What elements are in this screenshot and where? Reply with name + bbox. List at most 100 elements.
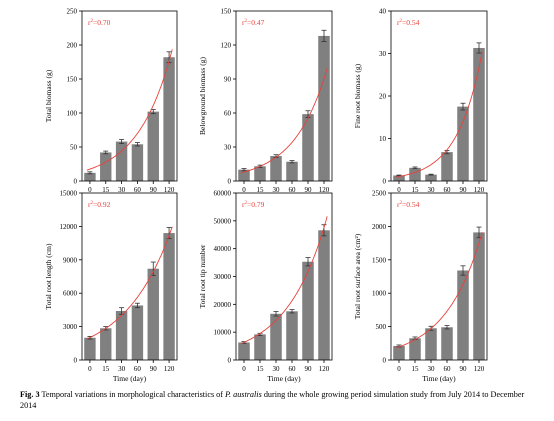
caption-text-after: during the whole growing period simulati… bbox=[20, 390, 525, 410]
bar bbox=[131, 144, 144, 181]
error-bar bbox=[134, 302, 140, 309]
x-tick-label: 30 bbox=[428, 186, 436, 194]
r-squared-annotation: r2=0.54 bbox=[397, 18, 420, 27]
bar bbox=[84, 337, 96, 360]
error-bar bbox=[273, 311, 279, 317]
error-bar bbox=[476, 42, 482, 54]
fit-curve bbox=[86, 49, 173, 171]
y-tick-label: 200 bbox=[67, 42, 78, 50]
y-tick-label: 50 bbox=[70, 144, 78, 152]
y-axis-label: Total biomass (g) bbox=[44, 69, 53, 122]
y-tick-label: 12000 bbox=[60, 223, 78, 231]
bar bbox=[441, 327, 453, 360]
chart-panel-2: 0 30 60 90 120 150 0 15 30 60 90 120 Belowground bio… bbox=[198, 8, 333, 194]
bar bbox=[286, 311, 298, 360]
x-tick-label: 15 bbox=[257, 365, 265, 373]
y-tick-label: 60 bbox=[224, 110, 232, 118]
x-tick-label: 30 bbox=[273, 365, 281, 373]
y-axis-label: Total root length (cm) bbox=[44, 243, 53, 309]
x-tick-label: 30 bbox=[428, 365, 436, 373]
y-tick-label: 40000 bbox=[214, 245, 232, 253]
y-tick-label: 3000 bbox=[63, 323, 78, 331]
error-bar bbox=[289, 160, 295, 164]
x-tick-label: 90 bbox=[460, 186, 468, 194]
x-tick-label: 120 bbox=[164, 365, 175, 373]
chart-panel-1: 0 50 100 150 200 250 0 15 30 60 90 120 Total biomass… bbox=[44, 8, 178, 194]
bar bbox=[457, 270, 469, 360]
fit-curve bbox=[395, 51, 483, 178]
y-tick-label: 6000 bbox=[63, 290, 78, 298]
error-bar bbox=[241, 168, 247, 172]
y-tick-label: 1500 bbox=[372, 256, 387, 264]
fit-curve bbox=[240, 68, 328, 174]
plot-frame bbox=[81, 10, 178, 182]
x-tick-label: 120 bbox=[319, 365, 330, 373]
bar bbox=[100, 328, 112, 360]
y-tick-label: 500 bbox=[376, 323, 387, 331]
y-tick-label: 10000 bbox=[214, 329, 232, 337]
y-tick-label: 120 bbox=[221, 42, 232, 50]
bar bbox=[115, 311, 128, 360]
fit-curve bbox=[86, 226, 173, 340]
bar bbox=[147, 111, 159, 181]
y-tick-label: 50000 bbox=[214, 217, 232, 225]
error-bar bbox=[460, 102, 466, 111]
y-tick-label: 30000 bbox=[214, 273, 232, 281]
bar bbox=[393, 345, 405, 360]
error-bar bbox=[289, 309, 295, 314]
bar bbox=[254, 166, 266, 181]
x-tick-label: 15 bbox=[412, 365, 420, 373]
chart-panel-5: 0 10000 20000 30000 40000 50000 60000 0 15 30 60 90… bbox=[198, 190, 333, 383]
plot-frame bbox=[390, 10, 488, 182]
x-tick-label: 15 bbox=[257, 186, 265, 194]
fit-curve bbox=[395, 232, 483, 349]
y-tick-label: 10 bbox=[379, 135, 387, 143]
y-tick-label: 0 bbox=[228, 178, 232, 186]
x-tick-label: 90 bbox=[305, 365, 313, 373]
x-axis-label: Time (day) bbox=[113, 374, 147, 383]
x-axis-label: Time (day) bbox=[267, 374, 301, 383]
x-tick-label: 60 bbox=[134, 186, 142, 194]
bar bbox=[286, 161, 298, 181]
bar bbox=[473, 47, 485, 181]
bar bbox=[131, 305, 144, 360]
plot-frame bbox=[235, 192, 333, 361]
y-tick-label: 2500 bbox=[372, 190, 387, 198]
fit-curve bbox=[240, 216, 328, 345]
error-bar bbox=[134, 142, 140, 147]
error-bar bbox=[444, 325, 450, 330]
bar bbox=[318, 230, 330, 360]
plot-frame bbox=[81, 192, 178, 361]
y-axis-label: Total root tip number bbox=[198, 244, 207, 308]
y-tick-label: 150 bbox=[67, 76, 78, 84]
bar bbox=[147, 268, 159, 360]
bar bbox=[254, 334, 266, 360]
bar bbox=[393, 175, 405, 181]
bar bbox=[409, 167, 421, 181]
x-tick-label: 120 bbox=[319, 186, 330, 194]
y-tick-label: 150 bbox=[221, 8, 232, 16]
x-tick-label: 120 bbox=[474, 365, 485, 373]
caption-species: P. australis bbox=[225, 390, 262, 399]
y-tick-label: 30 bbox=[224, 144, 232, 152]
bar bbox=[473, 232, 485, 360]
y-tick-label: 40 bbox=[379, 8, 387, 16]
x-tick-label: 15 bbox=[412, 186, 420, 194]
x-tick-label: 120 bbox=[474, 186, 485, 194]
bar bbox=[409, 338, 421, 360]
error-bar bbox=[305, 257, 311, 267]
figure-caption: Fig. 3 Temporal variations in morphologi… bbox=[20, 389, 542, 411]
x-tick-label: 30 bbox=[118, 365, 126, 373]
bar bbox=[238, 169, 250, 181]
x-tick-label: 0 bbox=[397, 365, 401, 373]
y-axis-label: Belowground biomass (g) bbox=[198, 57, 207, 135]
y-tick-label: 30 bbox=[379, 50, 387, 58]
x-tick-label: 15 bbox=[102, 186, 110, 194]
error-bar bbox=[460, 265, 466, 276]
bar bbox=[457, 106, 469, 181]
error-bar bbox=[119, 139, 125, 145]
chart-panel-4: 0 3000 6000 9000 12000 15000 0 15 30 60 90 120 Total… bbox=[44, 190, 178, 383]
y-axis-label: Total root surface area (cm²) bbox=[353, 233, 362, 319]
y-tick-label: 100 bbox=[67, 110, 78, 118]
